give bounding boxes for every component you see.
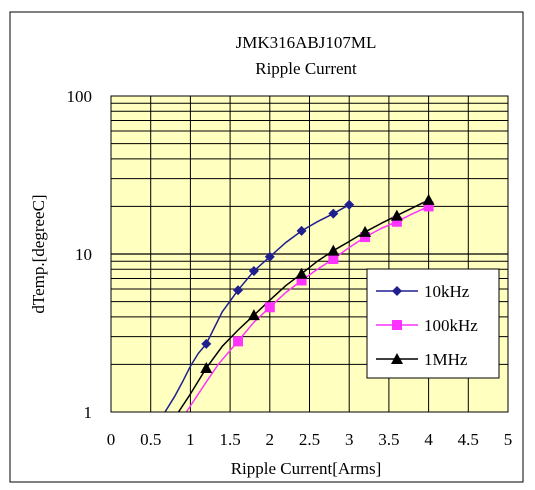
legend-marker — [391, 353, 403, 364]
legend-box — [366, 268, 500, 379]
y-tick-label: 1 — [84, 403, 93, 422]
x-tick-label: 4 — [424, 430, 433, 449]
series-2-point — [247, 309, 260, 321]
y-tick-label: 10 — [75, 245, 92, 264]
chart-title: JMK316ABJ107ML — [236, 33, 377, 52]
series-2-point — [327, 244, 340, 256]
legend: 10kHz 100kHz 1MHz — [366, 268, 500, 379]
x-tick-label: 5 — [504, 430, 513, 449]
series-0-point — [233, 285, 244, 296]
y-tick-labels: 1 10 100 — [67, 87, 93, 422]
legend-label: 10kHz — [424, 282, 470, 301]
series-1-point — [423, 201, 434, 212]
series-2-point — [422, 193, 435, 205]
x-tick-label: 3.5 — [378, 430, 399, 449]
series-1-point — [360, 232, 371, 243]
x-tick-labels: 0 0.5 1 1.5 2 2.5 3 3.5 4 4.5 5 — [107, 430, 513, 449]
x-tick-label: 2.5 — [299, 430, 320, 449]
x-tick-label: 4.5 — [458, 430, 479, 449]
legend-label: 1MHz — [424, 350, 468, 369]
x-tick-label: 1.5 — [219, 430, 240, 449]
x-tick-label: 2 — [266, 430, 275, 449]
series-2-point — [200, 361, 213, 373]
series-2-point — [390, 209, 403, 221]
series-1-point — [233, 336, 244, 347]
series-2-point — [295, 267, 308, 279]
y-tick-label: 100 — [67, 87, 93, 106]
legend-marker — [392, 286, 402, 296]
x-tick-label: 3 — [345, 430, 354, 449]
plot-area — [110, 95, 509, 413]
series-1-point — [391, 216, 402, 227]
series-markers — [200, 193, 435, 373]
x-tick-label: 0 — [107, 430, 116, 449]
series-1-point — [296, 275, 307, 286]
grid-lines — [111, 96, 508, 412]
series-0-point — [201, 338, 212, 349]
series-0-point — [328, 208, 339, 219]
legend-marker — [392, 320, 402, 330]
x-axis-label: Ripple Current[Arms] — [231, 459, 382, 478]
series-2-point — [359, 225, 372, 237]
series-1-point — [264, 302, 275, 313]
y-axis-label: dTemp.[degreeC] — [29, 194, 48, 313]
x-tick-label: 1 — [186, 430, 195, 449]
chart-subtitle: Ripple Current — [255, 59, 357, 78]
series-0-point — [248, 266, 259, 277]
plot-border — [110, 95, 509, 413]
legend-label: 100kHz — [424, 316, 478, 335]
series-0-point — [296, 225, 307, 236]
x-tick-label: 0.5 — [140, 430, 161, 449]
series-0-point — [344, 199, 355, 210]
series-1-point — [328, 253, 339, 264]
series-0-point — [264, 251, 275, 262]
